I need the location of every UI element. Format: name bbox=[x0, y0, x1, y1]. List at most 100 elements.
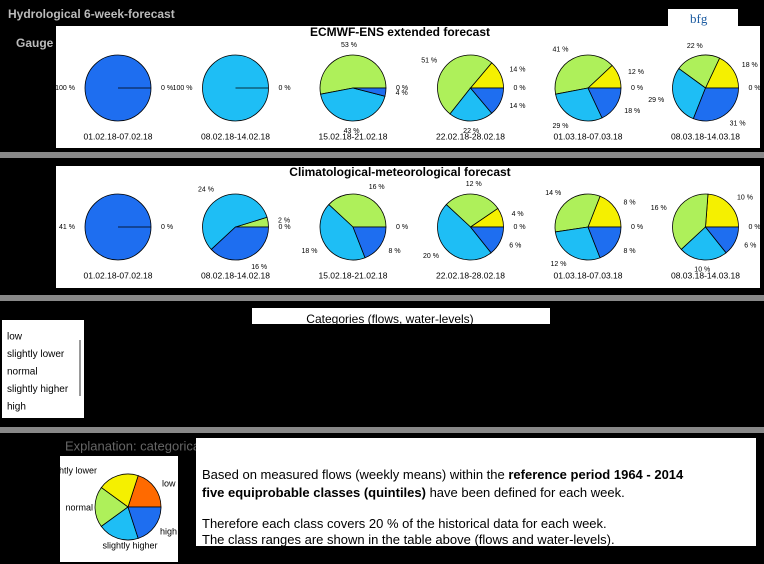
slice-label: 0 % bbox=[396, 85, 408, 92]
pie-slice bbox=[680, 226, 727, 261]
pie-date: 08.02.18-14.02.18 bbox=[201, 270, 270, 280]
slice-label: 0 % bbox=[396, 224, 408, 231]
slice-label: 0 % bbox=[514, 85, 526, 92]
slice-label: 0 % bbox=[514, 224, 526, 231]
pie-slice bbox=[587, 195, 622, 228]
category-row: normal bbox=[7, 367, 38, 378]
slice-label: 16 % bbox=[369, 184, 385, 191]
slice-label: 12 % bbox=[466, 181, 482, 188]
slice-label: 10 % bbox=[694, 267, 710, 274]
panel bbox=[56, 26, 760, 148]
slice-label: 16 % bbox=[251, 264, 267, 271]
panel-title: ECMWF-ENS extended forecast bbox=[310, 25, 490, 39]
slice-label: 43 % bbox=[344, 128, 360, 135]
slice-label: 0 % bbox=[279, 224, 291, 231]
explanation-slice bbox=[127, 506, 162, 539]
slice-label: 6 % bbox=[744, 243, 756, 250]
pie-slice bbox=[202, 193, 268, 251]
slice-label: 41 % bbox=[553, 47, 569, 54]
page-title: Hydrological 6-week-forecast bbox=[8, 7, 175, 21]
pie-date: 22.02.18-28.02.18 bbox=[436, 270, 505, 280]
slice-label: 51 % bbox=[421, 58, 437, 65]
pie-slice bbox=[554, 193, 601, 233]
slice-label: 14 % bbox=[509, 103, 525, 110]
slice-label: 0 % bbox=[631, 85, 643, 92]
pie-slice bbox=[210, 226, 269, 261]
categories-title: Categories (flows, water-levels) bbox=[306, 312, 473, 326]
pie-slice bbox=[319, 54, 387, 95]
slice-label: 22 % bbox=[687, 43, 703, 50]
explanation-slice bbox=[100, 506, 139, 541]
slice-label: 8 % bbox=[624, 248, 636, 255]
categories-table bbox=[2, 320, 84, 418]
pie-slice bbox=[554, 226, 601, 261]
pie-slice bbox=[587, 226, 622, 259]
slice-label: 100 % bbox=[173, 85, 193, 92]
slice-label: 6 % bbox=[509, 243, 521, 250]
separator bbox=[0, 427, 764, 433]
slice-label: 0 % bbox=[161, 85, 173, 92]
pie-slice bbox=[319, 203, 366, 261]
pie-slice bbox=[705, 193, 739, 228]
explanation-run: Based on measured flows (weekly means) w… bbox=[202, 467, 508, 482]
explanation-line: Therefore each class covers 20 % of the … bbox=[202, 516, 607, 531]
slice-label: 4 % bbox=[396, 90, 408, 97]
pie-slice bbox=[437, 203, 492, 261]
slice-label: 8 % bbox=[389, 248, 401, 255]
slice-label: 12 % bbox=[628, 69, 644, 76]
explanation-line: The class ranges are shown in the table … bbox=[202, 532, 615, 547]
panel bbox=[56, 166, 760, 288]
logo: bfg bbox=[690, 11, 708, 26]
separator bbox=[0, 152, 764, 158]
slice-label: 53 % bbox=[341, 42, 357, 49]
explanation-label: low bbox=[162, 478, 176, 488]
slice-label: 2 % bbox=[278, 217, 290, 224]
explanation-text-box bbox=[196, 438, 756, 546]
explanation-label: high bbox=[160, 526, 177, 536]
pie-slice bbox=[672, 68, 706, 120]
slice-label: 18 % bbox=[624, 108, 640, 115]
slice-label: 31 % bbox=[730, 120, 746, 127]
explanation-slice bbox=[94, 487, 129, 527]
pie-slice bbox=[352, 226, 387, 259]
pie-slice bbox=[554, 54, 613, 95]
explanation-line: Based on measured flows (weekly means) w… bbox=[202, 467, 684, 482]
slice-label: 14 % bbox=[509, 67, 525, 74]
slice-label: 8 % bbox=[624, 200, 636, 207]
pie-date: 15.02.18-21.02.18 bbox=[318, 131, 387, 141]
explanation-line: five equiprobable classes (quintiles) ha… bbox=[202, 485, 625, 500]
slice-label: 10 % bbox=[737, 195, 753, 202]
slice-label: 4 % bbox=[512, 211, 524, 218]
pie-date: 15.02.18-21.02.18 bbox=[318, 270, 387, 280]
slice-label: 22 % bbox=[463, 128, 479, 135]
slice-label: 18 % bbox=[742, 62, 758, 69]
pie-date: 22.02.18-28.02.18 bbox=[436, 131, 505, 141]
slice-label: 0 % bbox=[161, 224, 173, 231]
explanation-run: have been defined for each week. bbox=[426, 485, 625, 500]
separator bbox=[0, 295, 764, 301]
slice-label: 29 % bbox=[553, 123, 569, 130]
pie-date: 01.02.18-07.02.18 bbox=[83, 131, 152, 141]
explanation-label: slightly lower bbox=[45, 465, 97, 475]
pie-date: 01.03.18-07.03.18 bbox=[553, 131, 622, 141]
category-row: low bbox=[7, 332, 23, 343]
slice-label: 24 % bbox=[198, 187, 214, 194]
pie-date: 08.03.18-14.03.18 bbox=[671, 131, 740, 141]
explanation-slice bbox=[100, 473, 139, 508]
pie-slice bbox=[587, 87, 622, 119]
pie-slice bbox=[692, 87, 739, 122]
pie-slice bbox=[352, 87, 387, 97]
slice-label: 41 % bbox=[59, 224, 75, 231]
explanation-run: five equiprobable classes (quintiles) bbox=[202, 485, 426, 500]
pie-date: 08.03.18-14.03.18 bbox=[671, 270, 740, 280]
pie-slice bbox=[704, 226, 739, 254]
pie-slice bbox=[328, 193, 387, 228]
slice-label: 0 % bbox=[749, 85, 761, 92]
category-row: high bbox=[7, 402, 26, 413]
pie-slice bbox=[437, 54, 493, 115]
panel-title: Climatological-meteorological forecast bbox=[289, 165, 510, 179]
explanation-run: The class ranges are shown in the table … bbox=[202, 532, 615, 547]
pie-slice bbox=[445, 193, 499, 228]
slice-label: 0 % bbox=[749, 224, 761, 231]
